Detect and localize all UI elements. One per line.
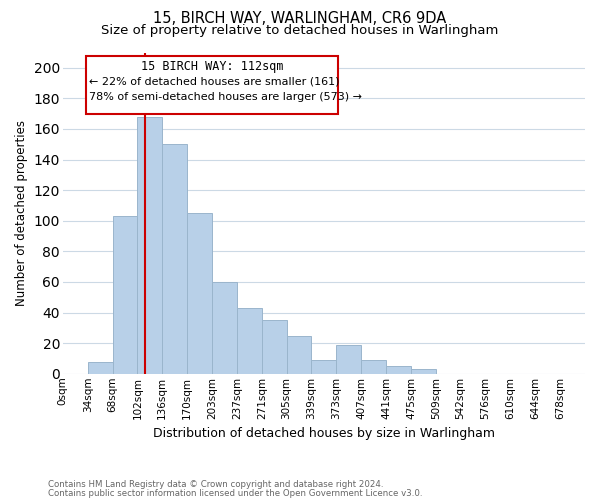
FancyBboxPatch shape [86, 56, 338, 114]
X-axis label: Distribution of detached houses by size in Warlingham: Distribution of detached houses by size … [153, 427, 495, 440]
Bar [113, 216, 137, 374]
Bar [88, 362, 113, 374]
Bar [137, 117, 162, 374]
Text: 15, BIRCH WAY, WARLINGHAM, CR6 9DA: 15, BIRCH WAY, WARLINGHAM, CR6 9DA [154, 11, 446, 26]
Text: ← 22% of detached houses are smaller (161): ← 22% of detached houses are smaller (16… [89, 76, 340, 86]
Bar [162, 144, 187, 374]
Bar [287, 336, 311, 374]
Text: 78% of semi-detached houses are larger (573) →: 78% of semi-detached houses are larger (… [89, 92, 362, 102]
Y-axis label: Number of detached properties: Number of detached properties [15, 120, 28, 306]
Bar [361, 360, 386, 374]
Text: Size of property relative to detached houses in Warlingham: Size of property relative to detached ho… [101, 24, 499, 37]
Bar [386, 366, 411, 374]
Bar [212, 282, 237, 374]
Text: Contains public sector information licensed under the Open Government Licence v3: Contains public sector information licen… [48, 488, 422, 498]
Bar [411, 369, 436, 374]
Bar [262, 320, 287, 374]
Bar [237, 308, 262, 374]
Text: 15 BIRCH WAY: 112sqm: 15 BIRCH WAY: 112sqm [141, 60, 283, 73]
Bar [311, 360, 337, 374]
Bar [337, 344, 361, 374]
Bar [187, 213, 212, 374]
Text: Contains HM Land Registry data © Crown copyright and database right 2024.: Contains HM Land Registry data © Crown c… [48, 480, 383, 489]
